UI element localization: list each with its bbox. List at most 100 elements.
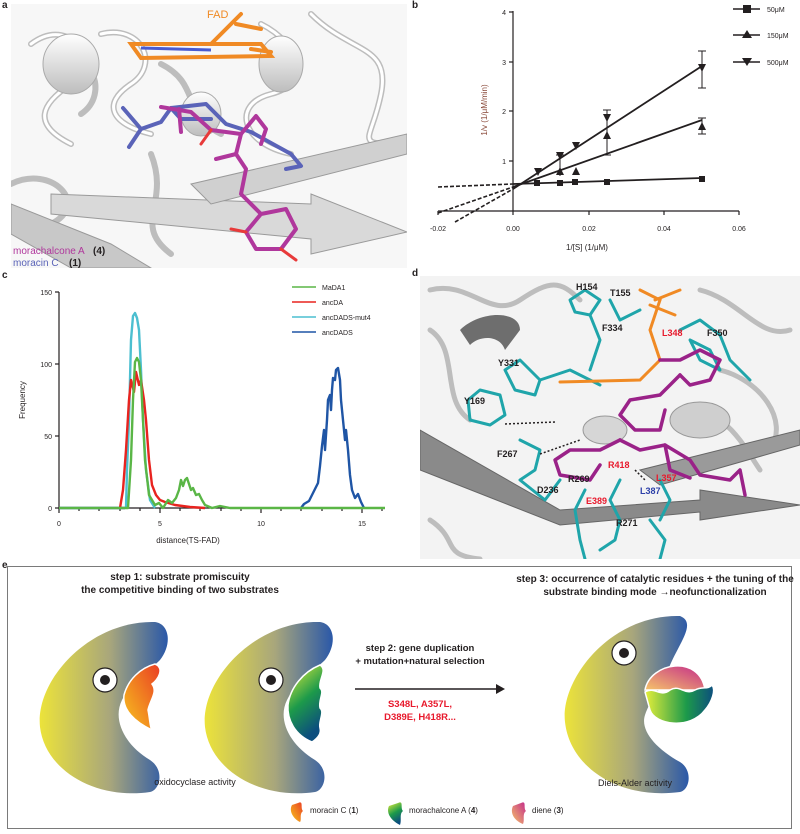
chart-b-lineweaver-burk: -0.02 0.00 0.02 0.04 0.06 1 2 3 4 1/[S] … <box>430 5 789 252</box>
moracin-c-substrate-icon <box>123 663 161 731</box>
fad-label: FAD <box>207 9 228 21</box>
moracin-c-number: (1) <box>69 258 81 268</box>
morachalcone-a-label: morachalcone A <box>13 246 85 257</box>
residue-label: F267 <box>497 449 518 459</box>
legend-label: diene ( <box>532 806 557 815</box>
step3-line2: substrate binding mode →neofunctionaliza… <box>543 587 767 598</box>
step2-line1: step 2: gene duplication <box>365 643 475 654</box>
chart-b-xtick: 0.06 <box>732 226 746 233</box>
enzyme-with-moracin-c <box>39 621 168 794</box>
diels-alder-caption: Diels-Alder activity <box>597 778 673 788</box>
chart-b-legend: 50μM 150μM 500μM <box>733 5 789 67</box>
enzyme-with-diene-and-morachalcone <box>564 615 715 794</box>
legend-close: ) <box>355 806 359 815</box>
chart-b-xtick: -0.02 <box>430 226 446 233</box>
residue-label: R418 <box>608 460 630 470</box>
chart-b-ytick: 4 <box>502 10 506 17</box>
active-site-illustration: H154 T155 F334 L348 F350 Y331 Y169 F267 … <box>420 276 800 559</box>
step3-title: step 3: occurrence of catalytic residues… <box>510 573 800 599</box>
chart-b-ytick: 3 <box>502 60 506 67</box>
moracin-c-substrate-icon <box>290 802 303 822</box>
diene-substrate-icon <box>644 665 706 691</box>
residue-label: L357 <box>656 473 677 483</box>
series-150um-markers <box>556 122 706 175</box>
series-ancda <box>118 370 206 510</box>
legend-label: moracin C ( <box>310 806 352 815</box>
chart-b-xlabel: 1/[S] (1/μM) <box>566 243 608 252</box>
mutations-line1: S348L, A357L, <box>387 699 453 710</box>
residue-label: Y169 <box>464 396 485 406</box>
residue-label: E389 <box>586 496 607 506</box>
diene-substrate-icon <box>511 802 526 824</box>
legend-close: ) <box>560 806 564 815</box>
moracin-c-label: moracin C <box>13 258 59 268</box>
chart-b-ytick: 2 <box>502 109 506 116</box>
chart-c-distance-histogram: 0 50 100 150 0 5 10 15 distance(TS-FAD) … <box>18 285 385 545</box>
legend-150um: 150μM <box>767 33 789 40</box>
chart-b-xtick: 0.02 <box>582 226 596 233</box>
oxidocyclase-caption: oxidocyclase activity <box>154 777 236 787</box>
panel-b-letter: b <box>412 0 419 11</box>
evolution-illustration <box>39 615 715 825</box>
chart-b-ytick: 1 <box>502 159 506 166</box>
series-mada1 <box>59 356 385 510</box>
panel-d-letter: d <box>412 268 419 279</box>
legend-ancda: ancDA <box>322 300 343 307</box>
mutation-list: S348L, A357L, D389E, H418R... <box>340 698 500 724</box>
chart-c-xlabel: distance(TS-FAD) <box>156 536 220 545</box>
legend-mada1: MaDA1 <box>322 285 345 292</box>
step1-line2: the competitive binding of two substrate… <box>81 585 279 596</box>
legend-number: 4 <box>470 806 476 815</box>
series-ancdads <box>59 366 366 510</box>
arrow-head-icon <box>496 684 505 694</box>
chart-b-ylabel: 1/v (1/μM/min) <box>480 84 489 136</box>
protein-ribbon-illustration: FAD morachalcone A (4) moracin C (1) <box>11 4 407 268</box>
residue-label: F334 <box>602 323 623 333</box>
morachalcone-a-substrate-icon <box>287 664 324 743</box>
residue-label: F350 <box>707 328 728 338</box>
step1-title: step 1: substrate promiscuity the compet… <box>50 571 310 597</box>
residue-label: Y331 <box>498 358 519 368</box>
chart-c-ytick: 100 <box>40 362 52 369</box>
panel-d-active-site-structure: H154 T155 F334 L348 F350 Y331 Y169 F267 … <box>420 276 800 559</box>
chart-c-ytick: 150 <box>40 290 52 297</box>
legend-number: 3 <box>556 806 561 815</box>
enzyme-with-morachalcone-a <box>204 621 333 794</box>
step1-line1: step 1: substrate promiscuity <box>110 572 250 583</box>
series-50um-markers <box>534 176 705 186</box>
chart-c-xtick: 0 <box>57 521 61 528</box>
legend-label: morachalcone A ( <box>409 806 471 815</box>
morachalcone-a-substrate-icon <box>644 683 715 724</box>
residue-label: H154 <box>576 282 598 292</box>
legend-ancdads: ancDADS <box>322 330 353 337</box>
residue-label: R269 <box>568 474 590 484</box>
morachalcone-a-number: (4) <box>93 246 105 257</box>
morachalcone-a-substrate-icon <box>388 802 403 825</box>
chart-c-xtick: 15 <box>358 521 366 528</box>
residue-label: L348 <box>662 328 683 338</box>
chart-c-ytick: 0 <box>48 506 52 513</box>
legend-diene: diene (3) <box>532 806 564 815</box>
residue-label: T155 <box>610 288 631 298</box>
panel-c-letter: c <box>2 270 8 281</box>
legend-close: ) <box>475 806 478 815</box>
panel-a-protein-structure: FAD morachalcone A (4) moracin C (1) <box>11 4 407 268</box>
residue-label: D236 <box>537 485 559 495</box>
legend-500um: 500μM <box>767 60 789 67</box>
panel-e-letter: e <box>2 560 8 571</box>
chart-c-xtick: 10 <box>257 521 265 528</box>
mutations-line2: D389E, H418R... <box>384 712 456 723</box>
residue-label: R271 <box>616 518 638 528</box>
chart-c-ylabel: Frequency <box>18 381 27 419</box>
legend-number: 1 <box>351 806 356 815</box>
chart-b-xtick: 0.00 <box>506 226 520 233</box>
legend-moracin-c: moracin C (1) <box>310 806 358 815</box>
chart-c-xtick: 5 <box>158 521 162 528</box>
legend-ancdads-mut4: ancDADS-mut4 <box>322 315 371 322</box>
step3-line1: step 3: occurrence of catalytic residues… <box>516 574 794 585</box>
chart-b-xtick: 0.04 <box>657 226 671 233</box>
step2-title: step 2: gene duplication + mutation+natu… <box>340 642 500 668</box>
chart-c-ytick: 50 <box>44 434 52 441</box>
legend-morachalcone-a: morachalcone A (4) <box>409 806 478 815</box>
legend-50um: 50μM <box>767 7 785 14</box>
